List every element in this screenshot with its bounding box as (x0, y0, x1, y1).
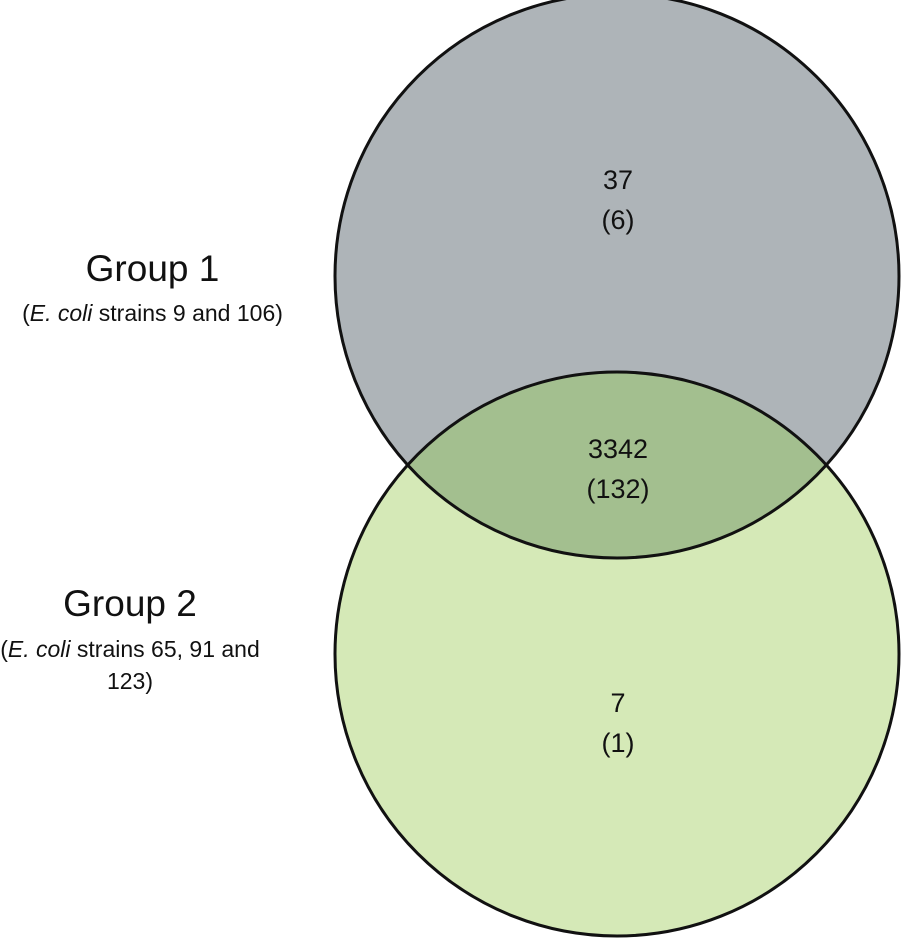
group2-description: (E. coli strains 65, 91 and 123) (0, 633, 260, 697)
group1-description: (E. coli strains 9 and 106) (0, 297, 305, 329)
group2-only-count: 7 (1) (538, 683, 698, 763)
overlap-region (335, 372, 899, 558)
group1-desc-strains: strains 9 and 106) (92, 300, 283, 326)
group1-only-count: 37 (6) (538, 160, 698, 240)
shared-sub: (132) (586, 474, 650, 504)
group2-title: Group 2 (63, 583, 197, 624)
group2-desc-open: ( (0, 636, 8, 662)
shared-value: 3342 (587, 434, 649, 464)
group2-desc-species: E. coli (7, 636, 71, 662)
group1-outline (333, 0, 901, 560)
group2-desc-strains: strains 65, 91 and 123) (70, 636, 260, 694)
group1-title: Group 1 (85, 248, 220, 289)
group1-desc-open: ( (22, 300, 30, 326)
group2-only-sub: (1) (601, 728, 635, 758)
shared-count: 3342 (132) (538, 429, 698, 509)
group1-only-value: 37 (602, 165, 634, 195)
group2-outline (333, 370, 901, 938)
group2-only-value: 7 (610, 688, 626, 718)
group1-only-sub: (6) (601, 205, 635, 235)
group1-desc-species: E. coli (29, 300, 93, 326)
